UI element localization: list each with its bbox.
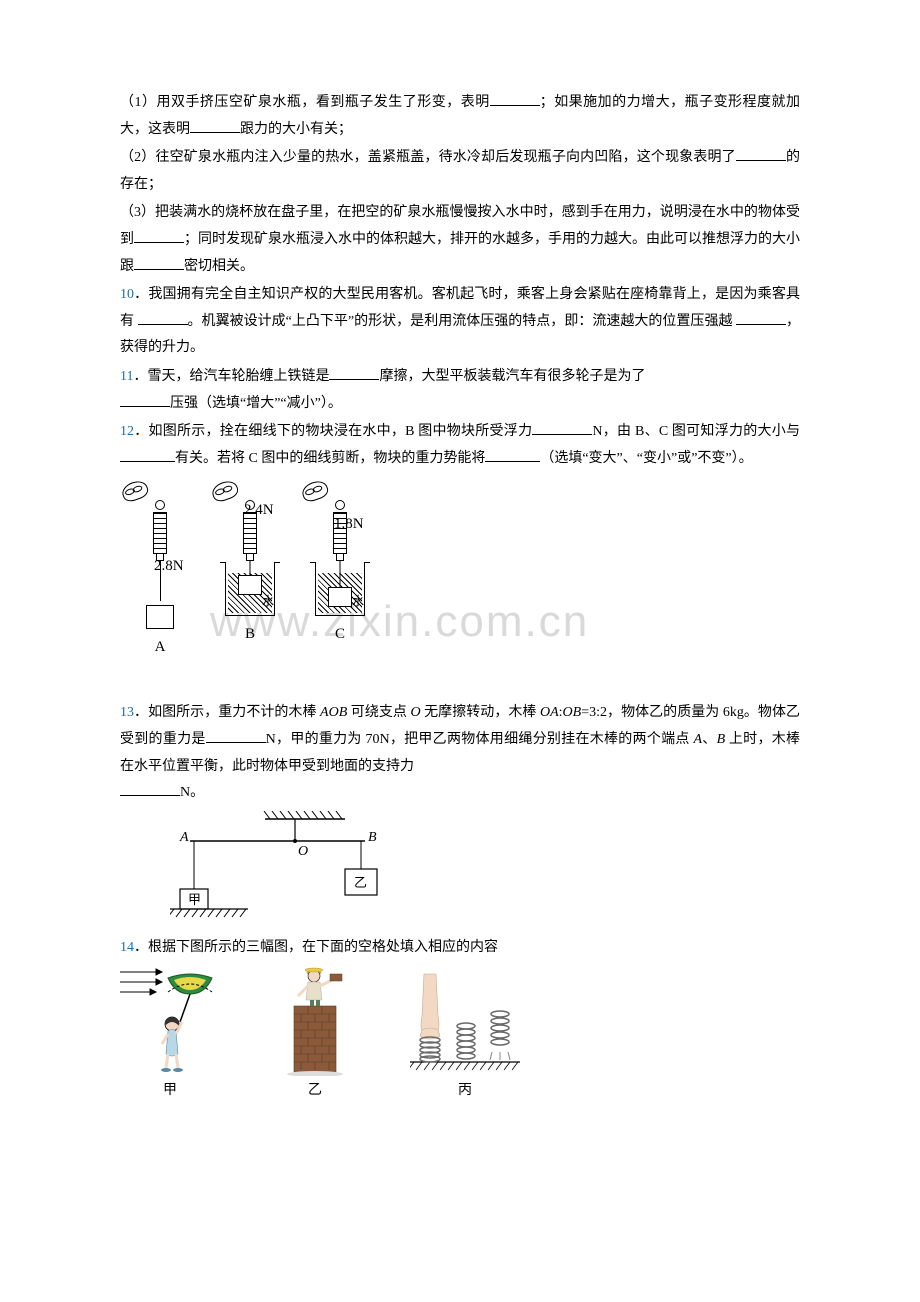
q14-figures: 甲 xyxy=(120,966,800,1105)
q11: 11．雪天，给汽车轮胎缠上铁链是 摩擦，大型平板装载汽车有很多轮子是为了压强（选填… xyxy=(120,364,800,417)
q9-1-c: 跟力的大小有关； xyxy=(240,122,352,137)
q13-oa: OA xyxy=(540,705,559,720)
umbrella-girl-icon xyxy=(120,966,220,1076)
beaker-lip-icon xyxy=(274,562,280,564)
hand-icon xyxy=(210,478,241,504)
blank xyxy=(120,795,180,796)
q12-reading-a: 2.8N xyxy=(154,552,184,581)
q13-figure: A O B 甲 乙 xyxy=(170,811,800,932)
q12-num: 12 xyxy=(120,424,134,439)
q9-part1: （1）用双手挤压空矿泉水瓶，看到瓶子发生了形变，表明；如果施加的力增大，瓶子变形… xyxy=(120,90,800,143)
q13-a: A xyxy=(693,732,702,747)
q13: 13．如图所示，重力不计的木棒 AOB 可绕支点 O 无摩擦转动，木棒 OA:O… xyxy=(120,700,800,806)
q13-aob: AOB xyxy=(320,705,347,720)
foot-spring-icon xyxy=(410,966,520,1076)
q12-reading-b: 2.4N xyxy=(244,496,274,525)
q13-mid4: N，甲的重力为 70N，把甲乙两物体用细绳分别挂在木棒的两个端点 xyxy=(266,732,694,747)
q10: 10．我国拥有完全自主知识产权的大型民用客机。客机起飞时，乘客上身会紧贴在座椅靠… xyxy=(120,282,800,362)
block-icon xyxy=(146,605,174,629)
hand-icon xyxy=(120,478,151,504)
hook-icon xyxy=(246,554,254,561)
blank xyxy=(736,324,786,325)
q13-fig-o: O xyxy=(298,844,308,859)
q9-3-c: 密切相关。 xyxy=(184,259,254,274)
hand-icon xyxy=(300,478,331,504)
q14: 14．根据下图所示的三幅图，在下面的空格处填入相应的内容 xyxy=(120,935,800,962)
q10-b: 。机翼被设计成“上凸下平”的形状，是利用流体压强的特点，即：流速越大的位置压强越 xyxy=(188,314,736,329)
q14-panel-yi: 乙 xyxy=(270,966,360,1105)
block-icon xyxy=(328,587,352,607)
q12-figure: A 2.8N 水 B 2.4N xyxy=(120,482,380,692)
q12-label-b: B xyxy=(210,620,290,649)
q11-b: 摩擦，大型平板装载汽车有很多轮子是为了 xyxy=(379,369,645,384)
q14-text: ．根据下图所示的三幅图，在下面的空格处填入相应的内容 xyxy=(134,940,498,955)
string-icon xyxy=(250,561,251,575)
q10-num: 10 xyxy=(120,287,134,302)
q13-b: B xyxy=(717,732,726,747)
q13-mid1: 可绕支点 xyxy=(347,705,410,720)
spring-scale-icon xyxy=(153,512,167,554)
water-label: 水 xyxy=(262,590,274,613)
q12-label-a: A xyxy=(120,633,200,662)
q13-pre: ．如图所示，重力不计的木棒 xyxy=(134,705,320,720)
beaker-lip-icon xyxy=(220,562,226,564)
q14-panel-jia: 甲 xyxy=(120,966,220,1105)
blank xyxy=(120,461,175,462)
block-icon xyxy=(238,575,262,595)
q9-1-a: （1）用双手挤压空矿泉水瓶，看到瓶子发生了形变，表明 xyxy=(120,95,490,110)
lever-diagram-icon: A O B 甲 乙 xyxy=(170,811,390,921)
hook-icon xyxy=(336,554,344,561)
q12-d: （选填“变大”、“变小”或”不变”）。 xyxy=(540,451,752,466)
q14-cap-jia: 甲 xyxy=(120,1078,220,1105)
blank xyxy=(490,105,540,106)
blank xyxy=(329,379,379,380)
q14-cap-bing: 丙 xyxy=(410,1078,520,1105)
q11-c: 压强（选填“增大”“减小”）。 xyxy=(170,396,342,411)
q11-num: 11 xyxy=(120,369,133,384)
q12-reading-c: 1.8N xyxy=(334,510,364,539)
beaker-lip-icon xyxy=(310,562,316,564)
string-icon xyxy=(340,561,341,587)
blank xyxy=(138,324,188,325)
q12-b: N，由 B、C 图可知浮力的大小与 xyxy=(592,424,800,439)
q13-ob: OB xyxy=(563,705,582,720)
blank xyxy=(134,269,184,270)
ring-icon xyxy=(335,500,345,510)
blank xyxy=(190,132,240,133)
water-label: 水 xyxy=(352,590,364,613)
q13-and: 、 xyxy=(702,732,717,747)
q12: 12．如图所示，拴在细线下的物块浸在水中，B 图中物块所受浮力 N，由 B、C 图… xyxy=(120,419,800,472)
blank xyxy=(532,434,592,435)
blank xyxy=(120,406,170,407)
blank xyxy=(736,160,786,161)
q14-panel-bing: 丙 xyxy=(410,966,520,1105)
q13-num: 13 xyxy=(120,705,134,720)
q13-fig-jia: 甲 xyxy=(188,892,201,907)
q13-fig-b: B xyxy=(368,830,377,845)
q9-part3: （3）把装满水的烧杯放在盘子里，在把空的矿泉水瓶慢慢按入水中时，感到手在用力，说… xyxy=(120,200,800,280)
beaker-lip-icon xyxy=(364,562,370,564)
blank xyxy=(485,461,540,462)
worker-bricks-icon xyxy=(270,966,360,1076)
blank xyxy=(134,242,184,243)
q12-a: ．如图所示，拴在细线下的物块浸在水中，B 图中物块所受浮力 xyxy=(134,424,532,439)
q11-a: ．雪天，给汽车轮胎缠上铁链是 xyxy=(133,369,329,384)
q13-o: O xyxy=(410,705,420,720)
q12-label-c: C xyxy=(300,620,380,649)
q12-c: 有关。若将 C 图中的细线剪断，物块的重力势能将 xyxy=(175,451,485,466)
ring-icon xyxy=(155,500,165,510)
q13-fig-a: A xyxy=(179,830,189,845)
q9-part2: （2）往空矿泉水瓶内注入少量的热水，盖紧瓶盖，待水冷却后发现瓶子向内凹陷，这个现… xyxy=(120,145,800,198)
q9-2-a: （2）往空矿泉水瓶内注入少量的热水，盖紧瓶盖，待水冷却后发现瓶子向内凹陷，这个现… xyxy=(120,150,736,165)
q13-fig-yi: 乙 xyxy=(354,875,367,890)
q14-cap-yi: 乙 xyxy=(270,1078,360,1105)
q13-mid2: 无摩擦转动，木棒 xyxy=(421,705,540,720)
q14-num: 14 xyxy=(120,940,134,955)
blank xyxy=(206,742,266,743)
q13-mid6: N。 xyxy=(180,785,204,800)
